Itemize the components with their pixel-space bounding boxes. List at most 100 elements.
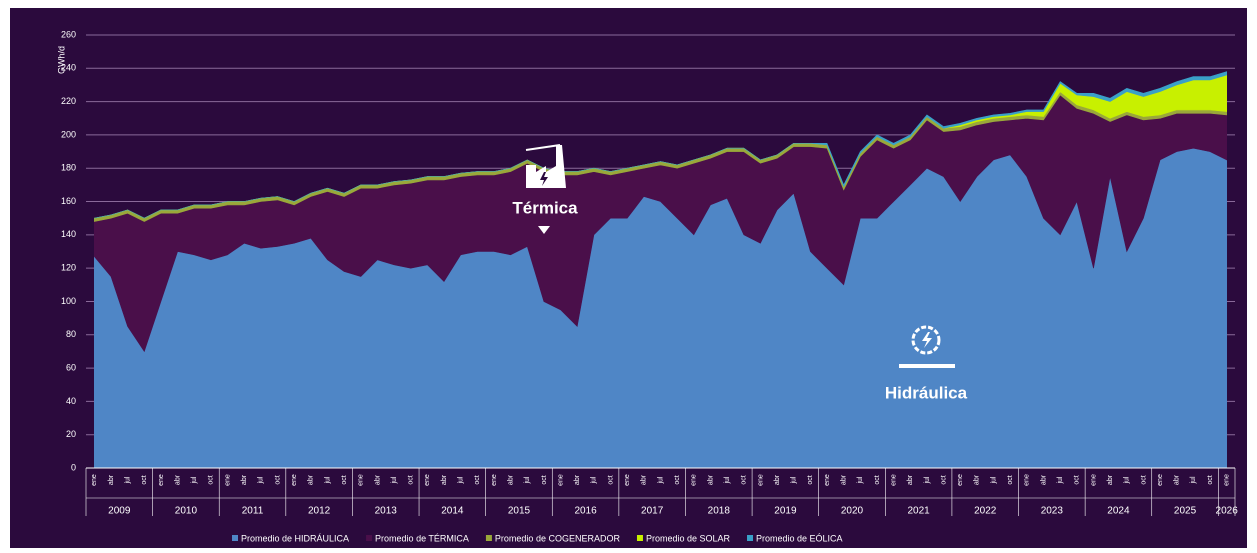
x-tick-label: abr: [174, 474, 181, 485]
x-tick-label: jul: [124, 476, 131, 484]
x-tick-label: jul: [857, 476, 864, 484]
year-label: 2022: [974, 506, 997, 517]
x-tick-label: ene: [91, 474, 98, 486]
x-tick-label: abr: [241, 474, 248, 485]
x-tick-label: jul: [657, 476, 664, 484]
x-tick-label: ene: [691, 474, 698, 486]
hydro-icon: [899, 325, 955, 368]
x-tick-label: jul: [324, 476, 331, 484]
x-tick-label: abr: [1174, 474, 1181, 485]
x-tick-label: oct: [741, 475, 748, 484]
x-tick-label: jul: [724, 476, 731, 484]
legend-label: Promedio de SOLAR: [646, 533, 731, 543]
x-tick-label: oct: [474, 475, 481, 484]
x-tick-label: abr: [641, 474, 648, 485]
x-tick-label: jul: [524, 476, 531, 484]
x-tick-label: ene: [824, 474, 831, 486]
x-tick-label: ene: [424, 474, 431, 486]
year-label: 2017: [641, 506, 664, 517]
x-tick-label: ene: [957, 474, 964, 486]
year-label: 2026: [1216, 506, 1239, 517]
x-tick-label: jul: [191, 476, 198, 484]
y-tick-label: 260: [61, 29, 76, 39]
x-tick-label: oct: [1207, 475, 1214, 484]
x-tick-label: jul: [458, 476, 465, 484]
year-label: 2015: [508, 506, 531, 517]
x-tick-label: ene: [291, 474, 298, 486]
legend-swatch: [747, 535, 754, 541]
x-tick-label: ene: [1024, 474, 1031, 486]
y-axis-label: GWh/d: [56, 46, 66, 74]
legend-label: Promedio de HIDRÁULICA: [241, 533, 349, 543]
x-tick-label: abr: [1107, 474, 1114, 485]
year-label: 2024: [1107, 506, 1130, 517]
x-tick-label: ene: [1157, 474, 1164, 486]
annotation: Hidráulica: [885, 383, 968, 402]
area: [94, 71, 1227, 219]
x-tick-label: abr: [707, 474, 714, 485]
annotation: Térmica: [512, 198, 578, 217]
year-label: 2013: [375, 506, 398, 517]
annotations: Térmica Hidráulica: [512, 144, 968, 402]
legend-label: Promedio de TÉRMICA: [375, 533, 469, 543]
year-label: 2019: [774, 506, 797, 517]
y-tick-label: 20: [66, 429, 76, 439]
legend-swatch: [366, 535, 373, 541]
year-label: 2023: [1041, 506, 1064, 517]
x-tick-label: abr: [974, 474, 981, 485]
x-tick-label: jul: [391, 476, 398, 484]
x-tick-label: oct: [1074, 475, 1081, 484]
year-label: 2021: [907, 506, 930, 517]
x-tick-label: abr: [907, 474, 914, 485]
x-tick-label: oct: [1140, 475, 1147, 484]
legend-label: Promedio de COGENERADOR: [495, 533, 621, 543]
legend-swatch: [232, 535, 238, 541]
x-tick-label: abr: [374, 474, 381, 485]
x-tick-label: abr: [1040, 474, 1047, 485]
y-tick-label: 180: [61, 163, 76, 173]
y-tick-label: 240: [61, 63, 76, 73]
y-tick-label: 100: [61, 296, 76, 306]
year-label: 2020: [841, 506, 864, 517]
x-tick-label: abr: [441, 474, 448, 485]
y-tick-label: 60: [66, 362, 76, 372]
x-tick-label: jul: [1190, 476, 1197, 484]
x-tick-label: abr: [108, 474, 115, 485]
year-label: 2011: [242, 506, 264, 517]
thermal-icon: [525, 144, 566, 234]
year-label: 2010: [175, 506, 198, 517]
x-tick-label: ene: [358, 474, 365, 486]
y-tick-label: 200: [61, 129, 76, 139]
y-tick-label: 220: [61, 96, 76, 106]
x-tick-label: oct: [874, 475, 881, 484]
x-tick-label: oct: [208, 475, 215, 484]
x-tick-label: jul: [924, 476, 931, 484]
year-label: 2018: [708, 506, 731, 517]
y-tick-label: 0: [71, 462, 76, 472]
x-tick-label: ene: [557, 474, 564, 486]
x-tick-label: jul: [591, 476, 598, 484]
x-tick-label: jul: [258, 476, 265, 484]
year-label: 2016: [574, 506, 597, 517]
x-tick-label: oct: [541, 475, 548, 484]
y-tick-label: 140: [61, 229, 76, 239]
x-tick-label: abr: [308, 474, 315, 485]
x-tick-label: oct: [274, 475, 281, 484]
x-tick-label: ene: [1090, 474, 1097, 486]
x-tick-label: oct: [607, 475, 614, 484]
x-tick-label: oct: [408, 475, 415, 484]
x-tick-label: oct: [807, 475, 814, 484]
x-tick-label: abr: [574, 474, 581, 485]
year-label: 2014: [441, 506, 464, 517]
plot: 0 20 40 60 80 100 120 140 160 180 200 220 240 260 ene a…: [61, 29, 1238, 543]
year-label: 2009: [108, 506, 131, 517]
x-tick-label: jul: [1124, 476, 1131, 484]
year-label: 2025: [1174, 506, 1197, 517]
x-tick-label: ene: [158, 474, 165, 486]
x-tick-label: oct: [940, 475, 947, 484]
y-tick-label: 40: [66, 396, 76, 406]
x-tick-label: oct: [1007, 475, 1014, 484]
legend-label: Promedio de EÓLICA: [756, 533, 843, 543]
y-tick-label: 160: [61, 196, 76, 206]
